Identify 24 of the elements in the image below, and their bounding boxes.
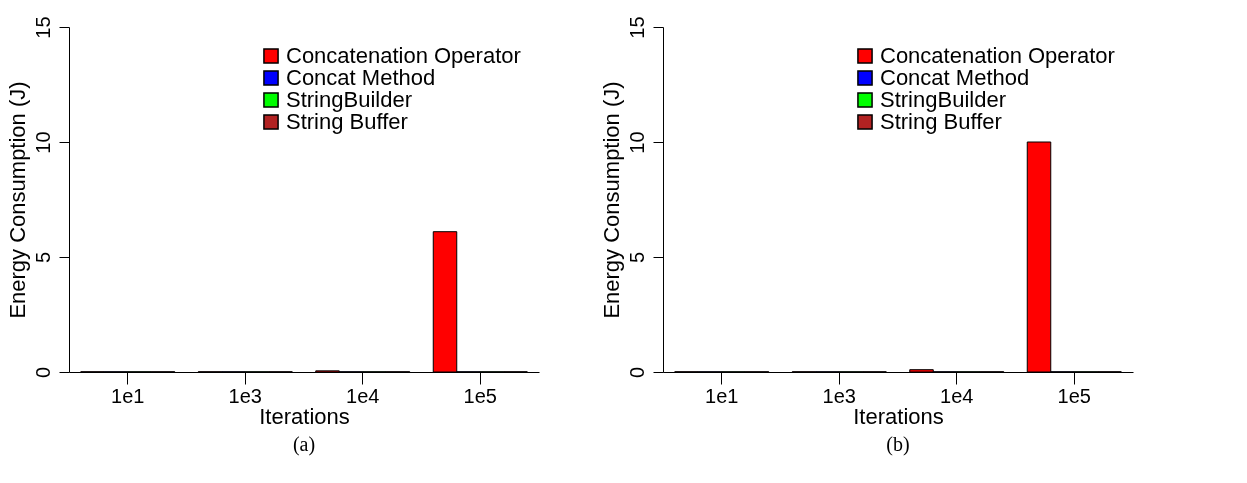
- legend-label: Concat Method: [286, 65, 436, 90]
- y-tick-label: 5: [31, 251, 54, 264]
- y-tick-label: 5: [625, 251, 648, 264]
- x-tick-label: 1e3: [228, 384, 262, 407]
- y-tick-label: 0: [625, 366, 648, 379]
- y-tick-label: 10: [31, 131, 54, 154]
- legend-label: Concatenation Operator: [286, 43, 521, 68]
- y-tick-label: 10: [625, 131, 648, 154]
- legend-label: Concat Method: [880, 65, 1030, 90]
- y-axis-title: Energy Consumption (J): [4, 81, 30, 319]
- x-tick-label: 1e1: [111, 384, 145, 407]
- x-tick-label: 1e3: [822, 384, 856, 407]
- legend-label: Concatenation Operator: [880, 43, 1115, 68]
- x-tick-label: 1e5: [1057, 384, 1091, 407]
- x-tick-label: 1e1: [705, 384, 739, 407]
- y-tick-label: 15: [625, 16, 648, 39]
- text: (a): [292, 433, 316, 456]
- y-axis-title: Energy Consumption (J): [598, 81, 624, 319]
- legend-label: StringBuilder: [880, 87, 1006, 112]
- x-tick-label: 1e5: [463, 384, 497, 407]
- y-tick-label: 15: [31, 16, 54, 39]
- text: (b): [886, 433, 910, 456]
- y-tick-label: 0: [31, 366, 54, 379]
- legend-label: StringBuilder: [286, 87, 412, 112]
